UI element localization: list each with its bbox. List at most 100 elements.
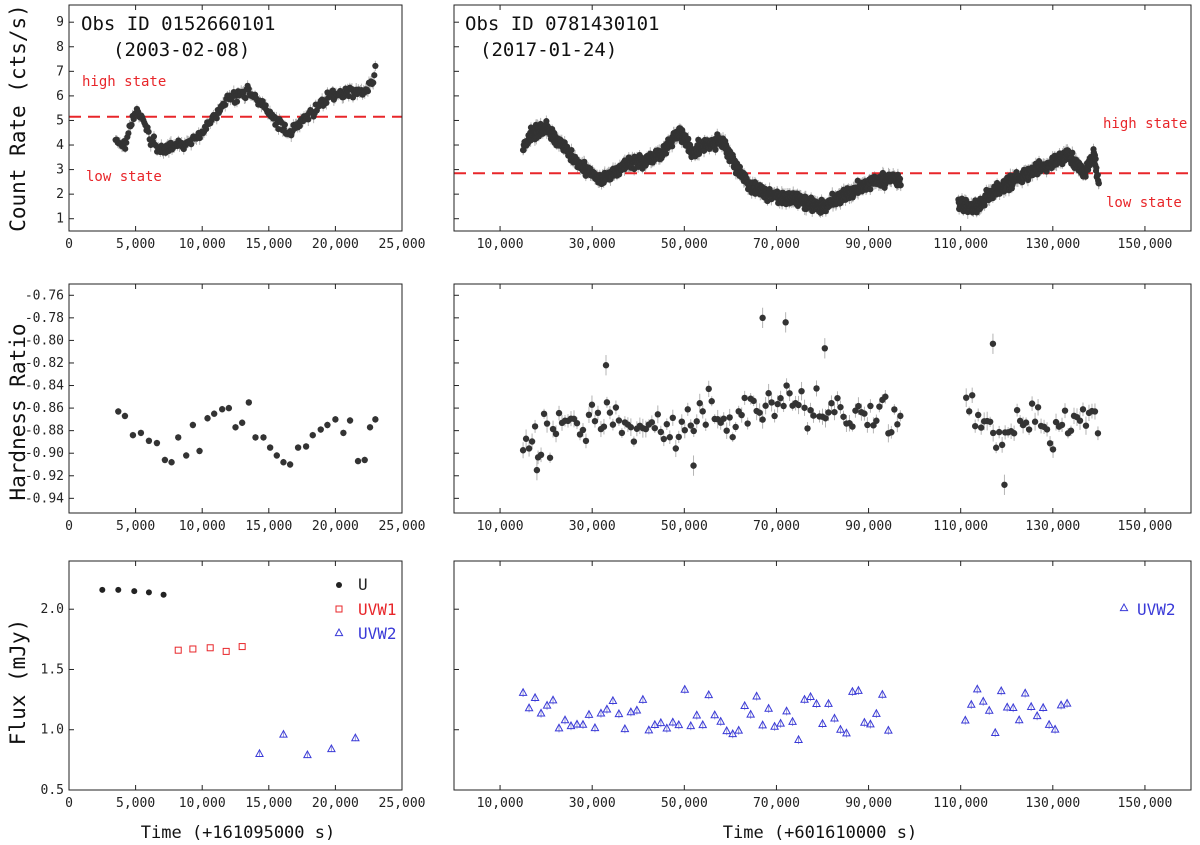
count_right-xtick-label: 110,000 bbox=[933, 237, 988, 252]
hr_right-xtick-label: 70,000 bbox=[753, 519, 800, 534]
uvw2-point bbox=[990, 727, 1000, 736]
data-point bbox=[1076, 417, 1084, 424]
uvw2-point bbox=[1038, 702, 1048, 711]
data-point bbox=[1094, 430, 1102, 437]
hr_left-frame bbox=[68, 283, 403, 514]
data-point bbox=[750, 397, 757, 405]
uvw2-point bbox=[865, 719, 875, 728]
hr_right-xtick-label: 150,000 bbox=[1118, 519, 1173, 534]
data-point bbox=[585, 411, 593, 419]
data-point bbox=[690, 427, 697, 435]
legend-uvw1-label: UVW1 bbox=[358, 600, 397, 619]
data-point bbox=[606, 409, 614, 416]
uvw2-point bbox=[842, 728, 851, 737]
legend-uvw2-marker bbox=[334, 627, 344, 637]
hr_right-xtick-label: 130,000 bbox=[1025, 519, 1080, 534]
count_left-xtick-label: 5,000 bbox=[116, 237, 155, 252]
flux_left-frame bbox=[68, 560, 403, 791]
uvw2-point bbox=[704, 689, 714, 699]
uvw2-point bbox=[830, 713, 839, 722]
hr_left-ytick-label: -0.94 bbox=[25, 491, 64, 506]
data-point bbox=[519, 447, 527, 454]
data-point bbox=[537, 451, 545, 459]
data-point bbox=[183, 452, 190, 459]
count_left-frame bbox=[68, 4, 403, 232]
data-point bbox=[540, 410, 548, 418]
uvw2-point bbox=[782, 706, 792, 715]
uvw2-point bbox=[620, 723, 630, 733]
data-point bbox=[672, 445, 679, 452]
hr_right-xtick-label: 50,000 bbox=[661, 519, 708, 534]
data-point bbox=[168, 459, 175, 466]
data-point bbox=[810, 412, 817, 419]
data-point bbox=[780, 402, 787, 410]
uvw2-point bbox=[800, 694, 809, 703]
data-point bbox=[115, 408, 122, 415]
obs-date-left: (2003-02-08) bbox=[113, 39, 250, 61]
data-point bbox=[129, 431, 137, 439]
count_right-frame bbox=[453, 4, 1192, 232]
uvw2-point bbox=[650, 719, 660, 728]
data-point bbox=[531, 423, 539, 430]
data-point bbox=[1001, 481, 1008, 488]
uvw2-point bbox=[548, 695, 558, 704]
data-point bbox=[712, 146, 719, 153]
data-point bbox=[262, 102, 269, 109]
data-point bbox=[642, 425, 650, 433]
uvw2-point bbox=[326, 743, 336, 753]
data-point bbox=[600, 423, 608, 430]
data-point bbox=[612, 404, 620, 411]
data-point bbox=[543, 420, 551, 427]
data-point bbox=[995, 428, 1003, 436]
data-point bbox=[618, 429, 626, 437]
legend-uvw2-label-right: UVW2 bbox=[1137, 600, 1176, 619]
data-point bbox=[591, 417, 599, 425]
data-point bbox=[681, 426, 688, 434]
data-point bbox=[573, 419, 581, 427]
uvw2-point bbox=[1050, 724, 1060, 733]
data-point bbox=[1034, 404, 1042, 411]
u-point bbox=[131, 588, 138, 595]
data-point bbox=[756, 409, 763, 416]
uvw1-point bbox=[174, 646, 182, 654]
legend-u-label: U bbox=[358, 575, 368, 594]
legend-uvw2-marker-right bbox=[1119, 602, 1129, 612]
flux_left-xtick-label: 5,000 bbox=[116, 796, 155, 811]
flux_left-ytick-label: 2.0 bbox=[41, 602, 64, 617]
uvw2-point bbox=[1026, 701, 1036, 710]
data-point bbox=[998, 441, 1006, 449]
count_left-ytick-label: 3 bbox=[56, 163, 64, 178]
uvw2-point bbox=[847, 686, 857, 695]
hr_left-ytick-label: -0.80 bbox=[25, 333, 64, 348]
data-point bbox=[340, 429, 347, 437]
flux_right-xtick-label: 110,000 bbox=[933, 796, 988, 811]
data-point bbox=[821, 345, 829, 352]
uvw2-point bbox=[984, 705, 994, 714]
hr_left-ytick-label: -0.78 bbox=[25, 311, 64, 326]
data-point bbox=[801, 404, 808, 411]
hr_left-xtick-label: 5,000 bbox=[116, 519, 155, 534]
uvw2-point bbox=[722, 725, 732, 735]
data-point bbox=[864, 421, 871, 429]
uvw2-point bbox=[710, 710, 720, 719]
count_left-xtick-label: 20,000 bbox=[312, 237, 359, 252]
data-point bbox=[741, 394, 748, 402]
uvw2-point bbox=[734, 725, 744, 734]
uvw2-point bbox=[662, 723, 672, 732]
data-point bbox=[986, 418, 994, 425]
data-point bbox=[963, 394, 970, 401]
uvw2-point bbox=[596, 708, 606, 717]
uvw1-point bbox=[222, 647, 230, 655]
data-point bbox=[1043, 426, 1051, 433]
hr_left-xtick-label: 20,000 bbox=[312, 519, 359, 534]
data-point bbox=[1031, 418, 1039, 425]
data-point bbox=[266, 444, 274, 451]
uvw2-point bbox=[716, 716, 726, 725]
data-point bbox=[762, 402, 769, 409]
hr_left-xtick-label: 25,000 bbox=[379, 519, 426, 534]
count_right-xtick-label: 50,000 bbox=[661, 237, 708, 252]
data-point bbox=[594, 409, 602, 417]
uvw2-point bbox=[818, 718, 827, 727]
uvw2-point bbox=[560, 715, 570, 724]
data-point bbox=[894, 421, 901, 428]
